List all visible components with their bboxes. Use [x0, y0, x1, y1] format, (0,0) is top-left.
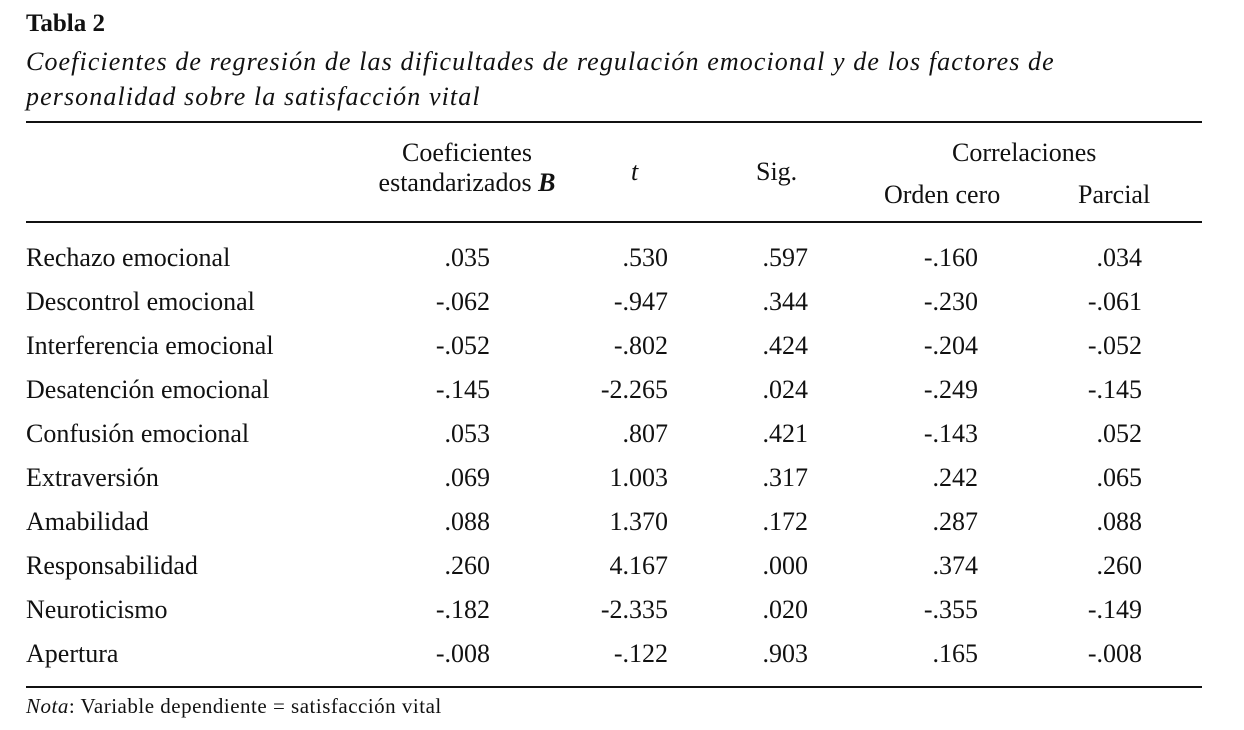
header-parcial: Parcial [1078, 180, 1151, 209]
cell-parcial: -.149 [1087, 595, 1142, 624]
table-row: Apertura -.008 -.122 .903 .165 -.008 [26, 632, 1202, 676]
cell-sig: .344 [762, 287, 809, 316]
cell-parcial: .034 [1096, 243, 1143, 272]
header-rule [26, 221, 1202, 223]
header-coef-symbol: B [538, 168, 556, 197]
cell-orden-cero: .374 [932, 551, 979, 580]
table-note: Nota: Variable dependiente = satisfacció… [26, 694, 442, 719]
cell-sig: .000 [762, 551, 809, 580]
cell-t: -.802 [613, 331, 668, 360]
cell-parcial: -.061 [1087, 287, 1142, 316]
cell-parcial: -.052 [1087, 331, 1142, 360]
cell-orden-cero: -.249 [923, 375, 978, 404]
cell-parcial: .065 [1096, 463, 1143, 492]
cell-t: -2.335 [600, 595, 668, 624]
table-row: Neuroticismo -.182 -2.335 .020 -.355 -.149 [26, 588, 1202, 632]
cell-orden-cero: .242 [932, 463, 979, 492]
cell-sig: .424 [762, 331, 809, 360]
table-row: Desatención emocional -.145 -2.265 .024 -.24… [26, 368, 1202, 412]
header-coef-line1: Coeficientes [402, 138, 532, 167]
row-label: Confusión emocional [26, 419, 250, 448]
cell-sig: .172 [762, 507, 809, 536]
cell-sig: .597 [762, 243, 809, 272]
cell-t: .530 [622, 243, 669, 272]
cell-t: -.947 [613, 287, 668, 316]
cell-orden-cero: -.160 [923, 243, 978, 272]
table-row: Responsabilidad .260 4.167 .000 .374 .260 [26, 544, 1202, 588]
note-text: : Variable dependiente = satisfacción vi… [68, 694, 442, 718]
row-label: Extraversión [26, 463, 159, 492]
cell-orden-cero: .287 [932, 507, 979, 536]
row-label: Amabilidad [26, 507, 149, 536]
cell-parcial: .260 [1096, 551, 1143, 580]
note-prefix: Nota [26, 694, 69, 718]
row-label: Descontrol emocional [26, 287, 255, 316]
cell-coef-b: .053 [444, 419, 491, 448]
cell-t: .807 [622, 419, 669, 448]
row-label: Apertura [26, 639, 119, 668]
row-label: Interferencia emocional [26, 331, 274, 360]
cell-sig: .421 [762, 419, 809, 448]
row-label: Desatención emocional [26, 375, 270, 404]
cell-coef-b: -.145 [435, 375, 490, 404]
cell-coef-b: -.008 [435, 639, 490, 668]
cell-t: 4.167 [609, 551, 669, 580]
cell-coef-b: -.062 [435, 287, 490, 316]
cell-parcial: .052 [1096, 419, 1143, 448]
header-t: t [631, 157, 639, 186]
document-page: Tabla 2 Coeficientes de regresión de las… [26, 0, 1202, 730]
table-caption: Coeficientes de regresión de las dificul… [26, 47, 1055, 111]
header-sig: Sig. [756, 157, 798, 186]
table-body: Rechazo emocional .035 .530 .597 -.160 .034 De… [26, 236, 1202, 676]
table-label: Tabla 2 [26, 10, 105, 37]
cell-t: 1.370 [609, 507, 669, 536]
table-row: Extraversión .069 1.003 .317 .242 .065 [26, 456, 1202, 500]
header-orden-cero: Orden cero [884, 180, 1001, 209]
header-correlaciones: Correlaciones [952, 138, 1097, 167]
cell-coef-b: .260 [444, 551, 491, 580]
cell-t: -2.265 [600, 375, 668, 404]
header-coef-estandarizados: estandarizados [378, 168, 532, 197]
row-label: Rechazo emocional [26, 243, 231, 272]
cell-parcial: -.145 [1087, 375, 1142, 404]
cell-sig: .024 [762, 375, 809, 404]
cell-sig: .317 [762, 463, 809, 492]
table-row: Confusión emocional .053 .807 .421 -.143 .052 [26, 412, 1202, 456]
table-row: Rechazo emocional .035 .530 .597 -.160 .034 [26, 236, 1202, 280]
cell-t: -.122 [613, 639, 668, 668]
cell-sig: .903 [762, 639, 809, 668]
header-coef-line2: estandarizados B [367, 168, 567, 198]
table-row: Interferencia emocional -.052 -.802 .424 -.2… [26, 324, 1202, 368]
cell-t: 1.003 [609, 463, 669, 492]
table-row: Descontrol emocional -.062 -.947 .344 -.230 -… [26, 280, 1202, 324]
bottom-rule [26, 686, 1202, 688]
cell-orden-cero: .165 [932, 639, 979, 668]
cell-coef-b: .069 [444, 463, 491, 492]
header-coeficientes: Coeficientes estandarizados B [367, 138, 567, 198]
cell-orden-cero: -.143 [923, 419, 978, 448]
row-label: Neuroticismo [26, 595, 168, 624]
cell-parcial: .088 [1096, 507, 1143, 536]
row-label: Responsabilidad [26, 551, 198, 580]
cell-parcial: -.008 [1087, 639, 1142, 668]
cell-orden-cero: -.204 [923, 331, 978, 360]
table-row: Amabilidad .088 1.370 .172 .287 .088 [26, 500, 1202, 544]
cell-sig: .020 [762, 595, 809, 624]
cell-orden-cero: -.230 [923, 287, 978, 316]
cell-orden-cero: -.355 [923, 595, 978, 624]
cell-coef-b: -.052 [435, 331, 490, 360]
cell-coef-b: .088 [444, 507, 491, 536]
cell-coef-b: .035 [444, 243, 491, 272]
top-rule [26, 121, 1202, 123]
cell-coef-b: -.182 [435, 595, 490, 624]
